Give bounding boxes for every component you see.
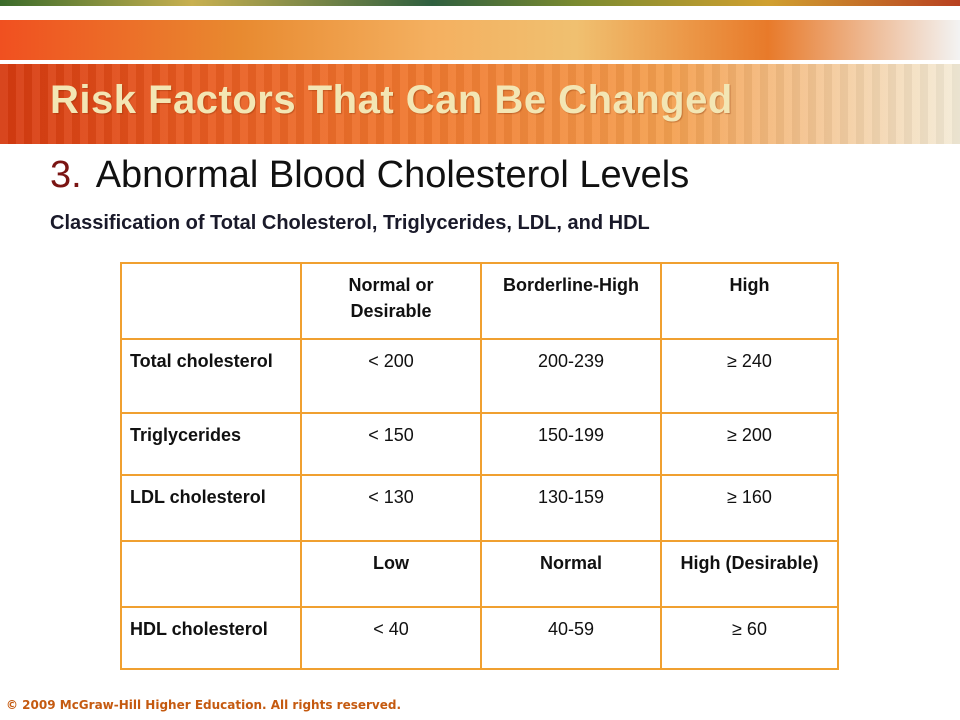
- table-cell: < 40: [300, 606, 482, 670]
- header-cell-normal: Normal or Desirable: [300, 262, 482, 340]
- table-cell: < 130: [300, 474, 482, 542]
- table-cell: 130-159: [480, 474, 662, 542]
- row-label: HDL cholesterol: [120, 606, 302, 670]
- table-cell: < 150: [300, 412, 482, 476]
- slide-title: Risk Factors That Can Be Changed: [50, 78, 733, 122]
- cholesterol-classification-table: Normal or Desirable Borderline-High High…: [120, 262, 839, 670]
- table-caption: Classification of Total Cholesterol, Tri…: [50, 212, 650, 234]
- subtitle-text: Abnormal Blood Cholesterol Levels: [95, 154, 690, 196]
- table-row: LDL cholesterol < 130 130-159 ≥ 160: [120, 474, 839, 542]
- table-subheader-row: Low Normal High (Desirable): [120, 540, 839, 608]
- row-label: Triglycerides: [120, 412, 302, 476]
- table-row: HDL cholesterol < 40 40-59 ≥ 60: [120, 606, 839, 670]
- row-label: Total cholesterol: [120, 338, 302, 414]
- header-cell-high: High: [660, 262, 839, 340]
- table-row: Total cholesterol < 200 200-239 ≥ 240: [120, 338, 839, 414]
- header-cell-empty: [120, 262, 302, 340]
- table-cell: 200-239: [480, 338, 662, 414]
- table-header-row: Normal or Desirable Borderline-High High: [120, 262, 839, 340]
- row-label: LDL cholesterol: [120, 474, 302, 542]
- table-row: Triglycerides < 150 150-199 ≥ 200: [120, 412, 839, 476]
- subheader-cell-high: High (Desirable): [660, 540, 839, 608]
- table-cell: ≥ 200: [660, 412, 839, 476]
- title-banner: [0, 64, 960, 144]
- subtitle: 3. Abnormal Blood Cholesterol Levels: [50, 154, 689, 197]
- subtitle-number: 3.: [50, 154, 82, 196]
- top-decorative-strip: [0, 0, 960, 6]
- table-cell: < 200: [300, 338, 482, 414]
- table-cell: 150-199: [480, 412, 662, 476]
- header-cell-borderline: Borderline-High: [480, 262, 662, 340]
- copyright-footer: © 2009 McGraw-Hill Higher Education. All…: [6, 698, 402, 712]
- subheader-cell-empty: [120, 540, 302, 608]
- table-cell: ≥ 60: [660, 606, 839, 670]
- top-band: [0, 6, 960, 20]
- subheader-cell-low: Low: [300, 540, 482, 608]
- subheader-cell-normal: Normal: [480, 540, 662, 608]
- table-cell: 40-59: [480, 606, 662, 670]
- banner-stripe-upper: [0, 20, 960, 60]
- table-cell: ≥ 160: [660, 474, 839, 542]
- table-cell: ≥ 240: [660, 338, 839, 414]
